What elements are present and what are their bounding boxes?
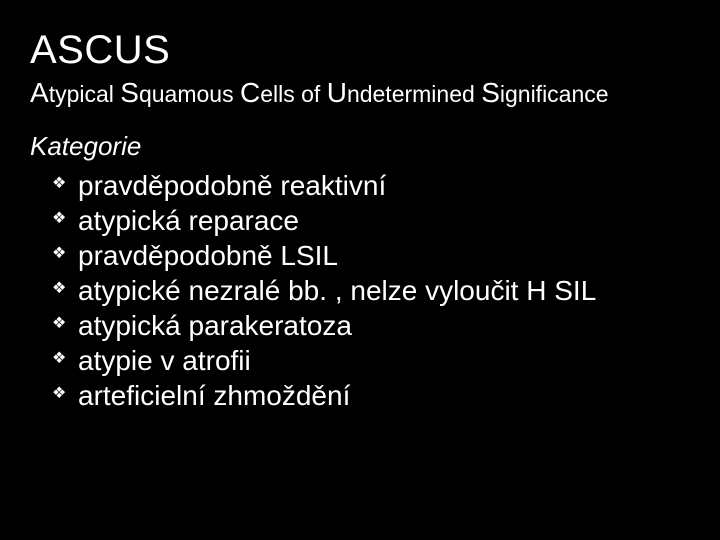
subtitle-rest-3: ells of — [260, 81, 326, 107]
list-item: arteficielní zhmoždění — [78, 378, 690, 413]
subtitle-rest-2: quamous — [139, 81, 240, 107]
subtitle-cap-5: S — [481, 77, 500, 108]
list-item: pravděpodobně LSIL — [78, 238, 690, 273]
list-item: atypická reparace — [78, 203, 690, 238]
list-item: atypie v atrofii — [78, 343, 690, 378]
items-list: pravděpodobně reaktivní atypická reparac… — [30, 168, 690, 413]
subtitle-cap-2: S — [120, 77, 139, 108]
subtitle-cap-3: C — [240, 77, 260, 108]
subtitle-cap-1: A — [30, 77, 49, 108]
list-item: atypická parakeratoza — [78, 308, 690, 343]
subtitle-rest-1: typical — [49, 81, 121, 107]
slide-title: ASCUS — [30, 28, 690, 73]
subtitle-rest-4: ndetermined — [347, 81, 481, 107]
category-label: Kategorie — [30, 131, 690, 162]
list-item: pravděpodobně reaktivní — [78, 168, 690, 203]
slide-subtitle: Atypical Squamous Cells of Undetermined … — [30, 77, 690, 109]
slide: ASCUS Atypical Squamous Cells of Undeter… — [0, 0, 720, 540]
subtitle-cap-4: U — [327, 77, 347, 108]
subtitle-rest-5: ignificance — [500, 81, 609, 107]
list-item: atypické nezralé bb. , nelze vyloučit H … — [78, 273, 690, 308]
